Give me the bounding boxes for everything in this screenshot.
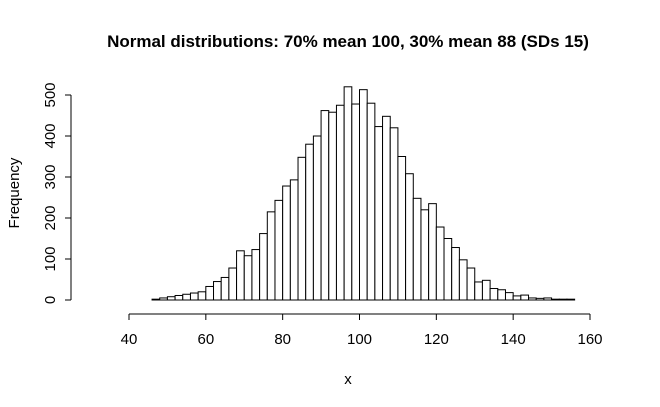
histogram-bar	[166, 296, 176, 301]
histogram-bars	[151, 86, 576, 301]
histogram-bar	[274, 199, 284, 301]
histogram-bar	[543, 297, 553, 301]
histogram-bar	[481, 279, 491, 301]
histogram-bar	[312, 135, 322, 301]
y-tick-label: 400	[42, 123, 59, 148]
histogram-bar	[535, 297, 545, 301]
histogram-bar	[243, 255, 253, 301]
x-tick-label: 100	[347, 331, 372, 348]
histogram-bar	[282, 185, 291, 301]
histogram-bar	[266, 211, 276, 301]
histogram-bar	[558, 298, 568, 301]
histogram-bar	[474, 281, 483, 301]
histogram-bar	[297, 156, 307, 301]
x-tick-label: 40	[121, 331, 138, 348]
histogram-bar	[259, 233, 268, 301]
histogram-bar	[389, 127, 399, 301]
histogram-bar	[504, 292, 514, 301]
histogram-bar	[451, 247, 460, 301]
histogram-bar	[420, 209, 430, 301]
histogram-bar	[412, 197, 422, 301]
y-tick-label: 300	[42, 164, 59, 189]
histogram-bar	[189, 292, 199, 301]
histogram-bar	[566, 298, 576, 301]
y-tick-label: 500	[42, 82, 59, 107]
histogram-bar	[497, 289, 506, 301]
histogram-bar	[520, 294, 530, 301]
x-tick-label: 160	[577, 331, 602, 348]
histogram-bar	[551, 298, 560, 301]
histogram-bar	[220, 276, 230, 301]
histogram-bar	[489, 288, 499, 301]
histogram-bar	[528, 297, 537, 301]
x-tick-label: 140	[501, 331, 526, 348]
y-tick-label: 100	[42, 246, 59, 271]
x-axis: 40 60 80 100 120 140 160	[121, 313, 603, 348]
histogram-bar	[359, 89, 368, 301]
y-axis-label: Frequency	[6, 157, 23, 228]
histogram-bar	[397, 156, 407, 301]
histogram-bar	[335, 104, 345, 301]
histogram-bar	[251, 249, 261, 301]
histogram-bar	[466, 267, 476, 301]
histogram-bar	[351, 103, 361, 301]
x-axis-label: x	[344, 371, 352, 388]
histogram-bar	[512, 295, 522, 301]
histogram-bar	[174, 294, 184, 301]
histogram-bar	[374, 126, 384, 301]
histogram-bar	[289, 179, 299, 301]
histogram-bar	[435, 226, 445, 301]
histogram-bar	[197, 291, 207, 301]
histogram-bar	[205, 285, 215, 301]
chart-title: Normal distributions: 70% mean 100, 30% …	[107, 32, 589, 51]
y-axis: 0 100 200 300 400 500	[42, 82, 72, 304]
histogram-bar	[366, 102, 376, 301]
y-tick-label: 0	[42, 296, 59, 304]
histogram-bar	[151, 298, 161, 301]
x-tick-label: 120	[424, 331, 449, 348]
histogram-bar	[320, 110, 330, 301]
histogram-bar	[382, 115, 391, 301]
x-tick-label: 80	[274, 331, 291, 348]
y-tick-label: 200	[42, 205, 59, 230]
histogram-bar	[405, 173, 414, 301]
histogram-bar	[343, 86, 353, 301]
histogram-bar	[236, 250, 245, 301]
histogram-bar	[213, 281, 222, 301]
histogram-bar	[305, 143, 314, 301]
histogram-bar	[458, 259, 468, 301]
histogram-bar	[328, 111, 337, 301]
x-tick-label: 60	[197, 331, 214, 348]
histogram-bar	[443, 238, 453, 301]
histogram-bar	[159, 297, 168, 301]
histogram-bar	[428, 203, 437, 301]
histogram-bar	[182, 293, 191, 301]
histogram-bar	[228, 267, 238, 301]
